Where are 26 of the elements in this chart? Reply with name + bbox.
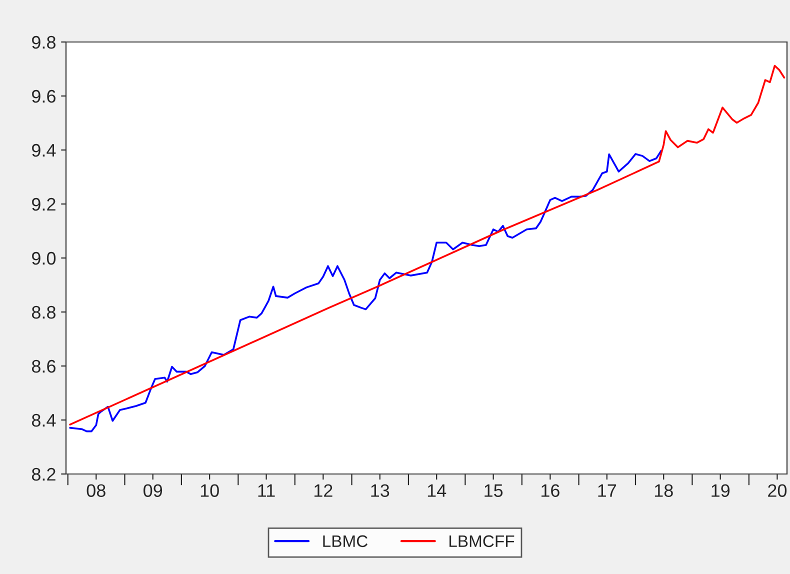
y-tick-label: 8.2 <box>32 468 56 481</box>
x-tick-label: 15 <box>484 484 503 497</box>
line-series <box>69 64 786 426</box>
y-tick-label: 9.2 <box>32 198 56 211</box>
x-tick-label: 17 <box>598 484 616 497</box>
x-tick-label: 09 <box>144 484 162 497</box>
x-tick-label: 20 <box>768 484 787 497</box>
legend-label: LBMCFF <box>450 535 514 548</box>
y-tick-label: 9.8 <box>32 36 56 49</box>
x-tick-label: 16 <box>542 484 560 497</box>
x-tick-label: 11 <box>258 484 275 497</box>
y-tick-label: 8.8 <box>32 306 56 319</box>
x-tick-label: 08 <box>86 484 106 497</box>
legend-label: LBMC <box>323 535 368 548</box>
y-tick-label: 8.4 <box>32 414 56 427</box>
y-tick-label: 8.6 <box>32 360 56 373</box>
x-tick-label: 14 <box>428 484 446 497</box>
x-tick-label: 13 <box>371 484 390 497</box>
y-tick-label: 9.0 <box>32 252 56 265</box>
x-tick-label: 18 <box>654 484 673 497</box>
x-tick-label: 10 <box>200 484 219 497</box>
x-tick-label: 12 <box>314 484 332 497</box>
y-tick-label: 9.4 <box>32 144 56 157</box>
y-tick-label: 9.6 <box>32 90 56 103</box>
x-tick-label: 19 <box>712 484 730 497</box>
line-series <box>69 150 662 432</box>
